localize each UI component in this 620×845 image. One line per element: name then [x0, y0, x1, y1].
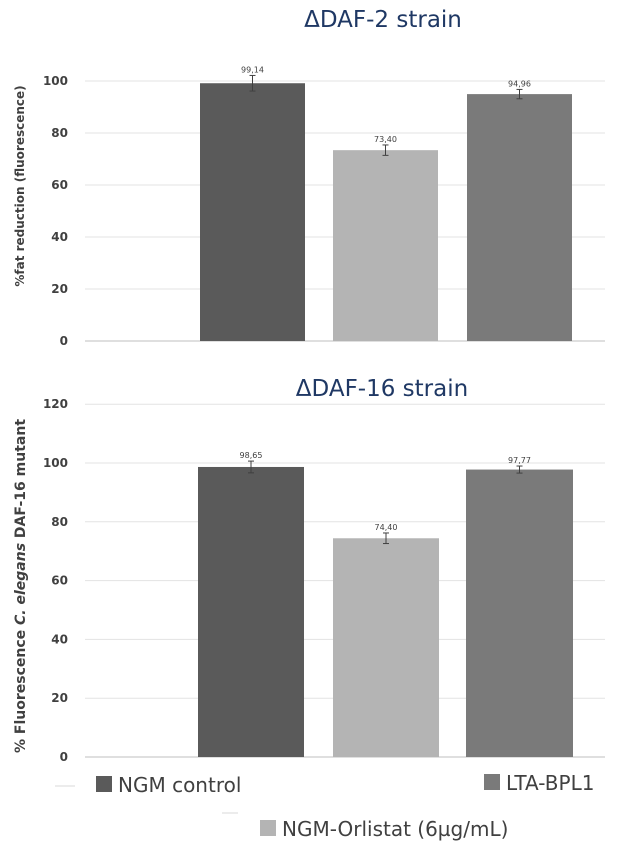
- chart-title: ΔDAF-2 strain: [304, 7, 462, 33]
- bar: [333, 538, 439, 757]
- data-label: 74,40: [375, 523, 398, 532]
- data-labels: 99,14 73,40 94,96: [241, 65, 531, 144]
- data-label: 99,14: [241, 65, 264, 74]
- y-axis-label: %fat reduction (fluorescence): [13, 85, 27, 286]
- chart-daf2: 0 20 40 60 80 100 99,14 73,40 94,96 ΔDAF-2 stra…: [13, 7, 605, 348]
- bar: [198, 466, 304, 757]
- legend-swatch-ngm-orlistat: [260, 820, 276, 836]
- bar: [333, 150, 438, 341]
- y-tick-label: 20: [51, 691, 68, 705]
- data-label: 94,96: [508, 79, 531, 88]
- y-tick-label: 0: [60, 750, 68, 764]
- y-tick-label: 120: [43, 397, 68, 411]
- y-tick-label: 80: [51, 126, 68, 140]
- y-tick-label: 100: [43, 74, 68, 88]
- y-tick-label: 60: [51, 574, 68, 588]
- legend: NGM control LTA-BPL1 NGM-Orlistat (6µg/m…: [55, 771, 594, 841]
- y-tick-label: 100: [43, 456, 68, 470]
- y-axis-label-part-2: C. elegans: [13, 543, 29, 625]
- data-label: 97,77: [508, 456, 531, 465]
- chart-title: ΔDAF-16 strain: [296, 376, 468, 402]
- bar: [200, 83, 305, 342]
- y-tick-label: 60: [51, 178, 68, 192]
- bars: [198, 460, 573, 757]
- chart-daf16: 0 20 40 60 80 100 120 98,65 74,40 97,77 ΔDAF-16 …: [13, 376, 605, 764]
- y-tick-label: 40: [51, 230, 68, 244]
- data-label: 98,65: [240, 451, 263, 460]
- bars: [200, 74, 572, 342]
- y-tick-label: 40: [51, 632, 68, 646]
- bar: [467, 94, 572, 341]
- legend-swatch-ngm-control: [96, 776, 112, 792]
- data-labels: 98,65 74,40 97,77: [240, 451, 531, 532]
- y-tick-label: 80: [51, 515, 68, 529]
- y-tick-label: 20: [51, 282, 68, 296]
- y-tick-labels: 0 20 40 60 80 100 120: [43, 397, 68, 764]
- y-axis-label-part-1: % Fluorescence: [13, 625, 29, 753]
- legend-label-ngm-control: NGM control: [118, 773, 241, 797]
- y-tick-labels: 0 20 40 60 80 100: [43, 74, 68, 348]
- legend-swatch-lta-bpl1: [484, 774, 500, 790]
- y-axis-label: % Fluorescence C. elegans DAF-16 mutant: [13, 419, 29, 753]
- data-label: 73,40: [374, 135, 397, 144]
- bar: [466, 469, 573, 757]
- legend-label-ngm-orlistat: NGM-Orlistat (6µg/mL): [282, 817, 508, 841]
- y-tick-label: 0: [60, 334, 68, 348]
- y-axis-label-part-3: DAF-16 mutant: [13, 419, 29, 543]
- legend-label-lta-bpl1: LTA-BPL1: [506, 771, 594, 795]
